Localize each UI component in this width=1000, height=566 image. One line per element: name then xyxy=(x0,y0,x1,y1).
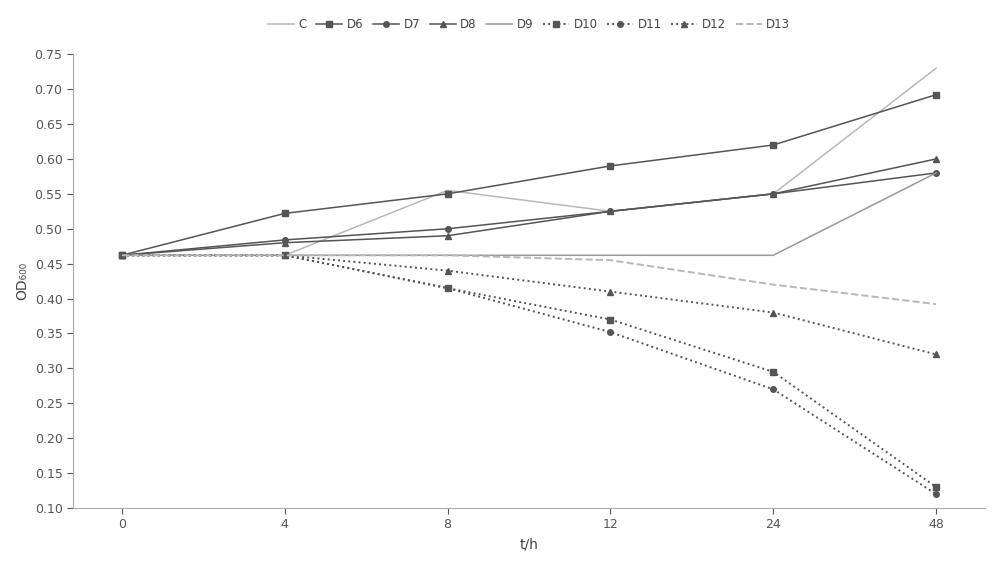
D9 xyxy=(604,252,616,259)
Line: D11: D11 xyxy=(119,252,939,497)
C xyxy=(442,187,454,194)
D8 xyxy=(604,208,616,215)
C xyxy=(116,252,128,259)
D9 xyxy=(442,252,454,259)
D12 xyxy=(279,252,291,259)
D7 xyxy=(930,169,942,176)
D8 xyxy=(767,191,779,198)
D11 xyxy=(767,386,779,393)
Y-axis label: OD₆₀₀: OD₆₀₀ xyxy=(15,262,29,300)
Legend: C, D6, D7, D8, D9, D10, D11, D12, D13: C, D6, D7, D8, D9, D10, D11, D12, D13 xyxy=(263,14,795,36)
D10 xyxy=(279,252,291,259)
D9 xyxy=(767,252,779,259)
D7 xyxy=(767,191,779,198)
D13 xyxy=(116,252,128,259)
D11 xyxy=(279,252,291,259)
D7 xyxy=(116,252,128,259)
D11 xyxy=(930,491,942,498)
D10 xyxy=(604,316,616,323)
D12 xyxy=(604,288,616,295)
Line: D7: D7 xyxy=(119,170,939,258)
Line: D13: D13 xyxy=(122,255,936,304)
D8 xyxy=(116,252,128,259)
D13 xyxy=(930,301,942,307)
D11 xyxy=(116,252,128,259)
D11 xyxy=(604,329,616,336)
D12 xyxy=(116,252,128,259)
D13 xyxy=(279,252,291,259)
D7 xyxy=(442,225,454,232)
D11 xyxy=(442,285,454,291)
D6 xyxy=(604,162,616,169)
D10 xyxy=(930,484,942,491)
D6 xyxy=(930,91,942,98)
D12 xyxy=(442,267,454,274)
D8 xyxy=(442,233,454,239)
Line: D12: D12 xyxy=(119,252,939,357)
D13 xyxy=(767,281,779,288)
X-axis label: t/h: t/h xyxy=(520,537,538,551)
D9 xyxy=(930,169,942,176)
D13 xyxy=(604,257,616,264)
Line: D10: D10 xyxy=(119,252,939,490)
D12 xyxy=(930,351,942,358)
D8 xyxy=(279,239,291,246)
D10 xyxy=(442,285,454,291)
D12 xyxy=(767,309,779,316)
Line: D8: D8 xyxy=(119,156,939,258)
D6 xyxy=(442,191,454,198)
D6 xyxy=(116,252,128,259)
D6 xyxy=(767,142,779,148)
D9 xyxy=(116,252,128,259)
Line: D9: D9 xyxy=(122,173,936,255)
Line: C: C xyxy=(122,68,936,255)
C xyxy=(604,208,616,215)
D10 xyxy=(116,252,128,259)
D13 xyxy=(442,252,454,259)
D6 xyxy=(279,210,291,217)
C xyxy=(279,252,291,259)
D9 xyxy=(279,252,291,259)
Line: D6: D6 xyxy=(119,92,939,258)
D7 xyxy=(604,208,616,215)
D8 xyxy=(930,156,942,162)
C xyxy=(930,65,942,71)
C xyxy=(767,191,779,198)
D7 xyxy=(279,237,291,243)
D10 xyxy=(767,368,779,375)
